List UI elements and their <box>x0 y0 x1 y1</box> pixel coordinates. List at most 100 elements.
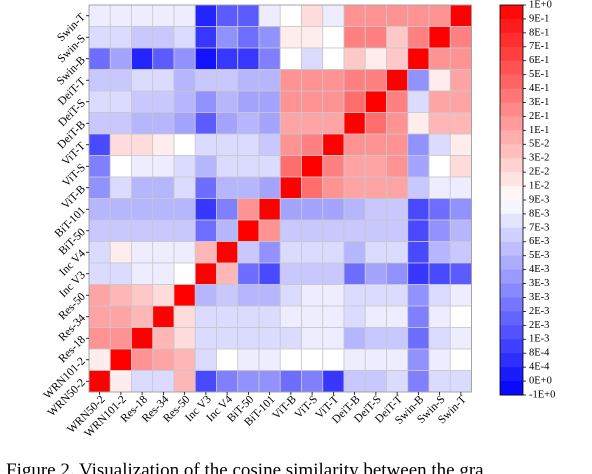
heatmap-cell-WRN101-2-Swin-B <box>407 348 430 371</box>
heatmap-cell-DeiT-S-Swin-T <box>449 90 472 113</box>
colorbar-segment <box>500 46 523 62</box>
heatmap-cell-DeiT-T-WRN101-2 <box>109 69 132 92</box>
heatmap-cell-BiT-101-Inc V3 <box>194 198 217 221</box>
colorbar-segment <box>500 283 523 298</box>
heatmap-cell-Inc V4-Res-34 <box>152 241 175 264</box>
heatmap-cell-Swin-S-Res-18 <box>131 26 154 49</box>
heatmap-cell-Res-34-BiT-50 <box>237 305 260 328</box>
heatmap-cell-Res-50-Res-34 <box>152 284 175 307</box>
heatmap-cell-BiT-101-Res-18 <box>131 198 154 221</box>
heatmap-cell-Inc V4-ViT-B <box>279 241 302 264</box>
heatmap-cell-BiT-101-BiT-50 <box>237 198 260 221</box>
heatmap-cell-Res-18-Res-50 <box>173 327 196 350</box>
heatmap-cell-Res-50-Swin-S <box>428 284 451 307</box>
heatmap-cell-DeiT-T-BiT-101 <box>258 69 281 92</box>
heatmap-cell-DeiT-T-Swin-B <box>407 69 430 92</box>
heatmap-cell-BiT-50-Swin-T <box>449 219 472 242</box>
heatmap-cell-DeiT-S-Inc V3 <box>194 90 217 113</box>
heatmap-cell-BiT-101-BiT-101 <box>258 198 281 221</box>
y-tick-label: ViT-S <box>60 162 88 190</box>
heatmap-cell-ViT-B-ViT-T <box>322 176 345 199</box>
heatmap-cell-DeiT-S-Res-50 <box>173 90 196 113</box>
heatmap-cell-DeiT-S-ViT-S <box>301 90 324 113</box>
heatmap-cell-ViT-S-BiT-50 <box>237 155 260 178</box>
heatmap-cell-ViT-B-DeiT-B <box>343 176 366 199</box>
heatmap-cell-Inc V3-DeiT-T <box>386 262 409 285</box>
heatmap-cell-ViT-T-Swin-T <box>449 133 472 156</box>
heatmap-cell-ViT-T-Res-18 <box>131 133 154 156</box>
heatmap-cell-BiT-101-Res-34 <box>152 198 175 221</box>
heatmap-cell-ViT-S-WRN101-2 <box>109 155 132 178</box>
heatmap-cell-Inc V3-Inc V4 <box>216 262 239 285</box>
heatmap-cell-DeiT-S-DeiT-S <box>364 90 387 113</box>
colorbar-segment <box>500 339 523 354</box>
heatmap-cell-DeiT-S-BiT-50 <box>237 90 260 113</box>
heatmap-cell-ViT-S-Res-50 <box>173 155 196 178</box>
heatmap-cell-Inc V4-Swin-T <box>449 241 472 264</box>
heatmap-cell-Swin-T-DeiT-T <box>386 4 409 27</box>
heatmap-cell-Res-18-DeiT-T <box>386 327 409 350</box>
heatmap-cell-Swin-S-Swin-T <box>449 26 472 49</box>
heatmap-cell-ViT-S-Swin-S <box>428 155 451 178</box>
colorbar-tick-label: 2E-1 <box>529 111 549 122</box>
heatmap-cell-Res-50-Res-18 <box>131 284 154 307</box>
colorbar-segment <box>500 130 523 145</box>
heatmap-cell-Swin-T-Swin-T <box>449 4 472 27</box>
heatmap-cell-ViT-T-BiT-101 <box>258 133 281 156</box>
heatmap-cell-ViT-B-Swin-S <box>428 176 451 199</box>
heatmap-cell-BiT-101-ViT-B <box>279 198 302 221</box>
heatmap-cell-BiT-101-Swin-S <box>428 198 451 221</box>
heatmap-cell-DeiT-T-Inc V3 <box>194 69 217 92</box>
heatmap-cell-Swin-S-Inc V4 <box>216 26 239 49</box>
heatmap-cell-ViT-B-WRN50-2 <box>88 176 111 199</box>
heatmap-cell-DeiT-B-DeiT-T <box>386 112 409 135</box>
heatmap-cell-Swin-S-Inc V3 <box>194 26 217 49</box>
heatmap-cell-Res-34-ViT-T <box>322 305 345 328</box>
colorbar-tick-label: 6E-1 <box>529 55 549 66</box>
heatmap-cell-Inc V4-Res-18 <box>131 241 154 264</box>
heatmap-cell-Swin-S-DeiT-T <box>386 26 409 49</box>
heatmap-cell-ViT-T-Inc V4 <box>216 133 239 156</box>
heatmap-cell-ViT-T-DeiT-T <box>386 133 409 156</box>
heatmap-cell-Swin-T-BiT-101 <box>258 4 281 27</box>
colorbar-segment <box>500 158 523 173</box>
heatmap-cell-BiT-101-DeiT-S <box>364 198 387 221</box>
heatmap-cell-BiT-50-BiT-101 <box>258 219 281 242</box>
heatmap-cell-BiT-101-DeiT-B <box>343 198 366 221</box>
heatmap-cell-DeiT-S-Inc V4 <box>216 90 239 113</box>
heatmap-cell-Res-18-ViT-B <box>279 327 302 350</box>
colorbar: 1E+0 9E-1 8E-1 7E-1 6E-1 5E-1 4E-1 3E-1 2E-1 1E-1… <box>499 0 555 400</box>
heatmap-cell-DeiT-S-ViT-B <box>279 90 302 113</box>
heatmap-cell-Inc V4-Inc V3 <box>194 241 217 264</box>
heatmap-cell-Res-18-DeiT-S <box>364 327 387 350</box>
heatmap-cell-Res-18-Swin-T <box>449 327 472 350</box>
heatmap-cell-ViT-S-BiT-101 <box>258 155 281 178</box>
heatmap-cell-Swin-S-Res-50 <box>173 26 196 49</box>
heatmap-cell-DeiT-T-Res-18 <box>131 69 154 92</box>
heatmap-cell-ViT-S-ViT-S <box>301 155 324 178</box>
heatmap-cell-Swin-S-BiT-50 <box>237 26 260 49</box>
heatmap-cell-Swin-B-Swin-B <box>407 47 430 70</box>
heatmap-cell-Res-34-Swin-S <box>428 305 451 328</box>
heatmap-cell-Res-18-ViT-S <box>301 327 324 350</box>
heatmap-cell-Res-50-DeiT-T <box>386 284 409 307</box>
heatmap-cell-BiT-50-WRN50-2 <box>88 219 111 242</box>
heatmap-cell-DeiT-T-WRN50-2 <box>88 69 111 92</box>
heatmap-cell-WRN101-2-Res-50 <box>173 348 196 371</box>
heatmap-cell-Inc V3-DeiT-B <box>343 262 366 285</box>
heatmap-cell-WRN50-2-Res-50 <box>173 370 196 393</box>
heatmap-cell-ViT-S-DeiT-B <box>343 155 366 178</box>
heatmap-cell-Swin-T-WRN101-2 <box>109 4 132 27</box>
colorbar-tick-label: -1E+0 <box>529 389 555 400</box>
heatmap-cell-Swin-B-DeiT-B <box>343 47 366 70</box>
heatmap-cell-BiT-50-DeiT-T <box>386 219 409 242</box>
heatmap-cell-Inc V3-ViT-B <box>279 262 302 285</box>
heatmap-cell-WRN50-2-WRN50-2 <box>88 370 111 393</box>
colorbar-tick-label: 7E-3 <box>529 222 549 233</box>
heatmap-cell-Res-34-Swin-T <box>449 305 472 328</box>
heatmap-cell-Res-18-DeiT-B <box>343 327 366 350</box>
heatmap-cell-Res-34-Inc V4 <box>216 305 239 328</box>
colorbar-tick-label: 0E+0 <box>529 375 552 386</box>
heatmap-cell-Swin-S-WRN50-2 <box>88 26 111 49</box>
heatmap-cell-ViT-T-Swin-S <box>428 133 451 156</box>
